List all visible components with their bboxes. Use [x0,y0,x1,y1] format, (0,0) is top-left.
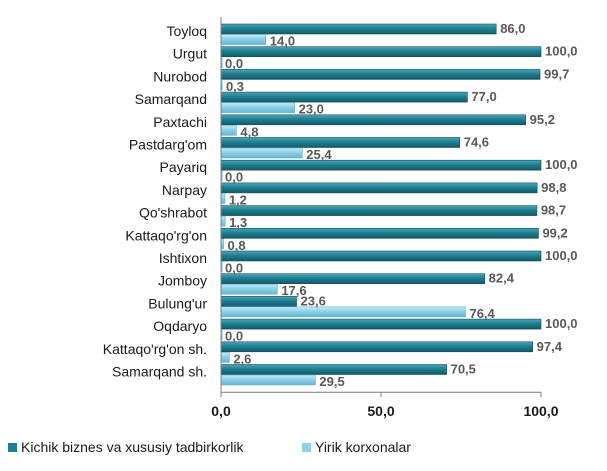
value-label-small-business-ishtixon: 100,0 [545,248,578,263]
legend-swatch-small-business [8,443,17,452]
category-label-nurobod: Nurobod [153,68,207,84]
value-label-small-business-narpay: 98,8 [541,180,566,195]
category-label-pastdarg-om: Pastdarg'om [129,137,207,153]
value-label-large-enterprises-bulung-ur: 76,4 [469,306,495,321]
bar-large-enterprises-jomboy [220,283,278,295]
category-label-paxtachi: Paxtachi [153,114,207,130]
value-label-small-business-paxtachi: 95,2 [530,112,555,127]
category-label-kattaqo-rg-on: Kattaqo'rg'on [125,227,207,243]
value-label-large-enterprises-ishtixon: 0,0 [225,261,243,276]
bar-small-business-paxtachi [220,114,526,126]
bar-small-business-jomboy [220,273,485,285]
category-label-qo-shrabot: Qo'shrabot [139,205,207,221]
bars-group [220,23,542,386]
value-label-large-enterprises-kattaqo-rg-on: 0,8 [228,238,246,253]
bar-large-enterprises-toyloq [220,34,267,45]
value-label-large-enterprises-nurobod: 0,3 [226,79,244,94]
value-label-small-business-kattaqo-rg-on: 99,2 [542,225,567,240]
bar-small-business-payariq [220,159,542,171]
value-label-small-business-samarqand: 77,0 [471,89,496,104]
bar-large-enterprises-samarqand-sh [220,374,316,386]
value-label-small-business-kattaqo-rg-on-sh: 97,4 [537,339,563,354]
value-label-small-business-urgut: 100,0 [545,44,578,59]
category-label-samarqand: Samarqand [135,91,207,107]
value-label-large-enterprises-narpay: 1,2 [229,192,247,207]
category-label-urgut: Urgut [173,46,207,62]
category-label-jomboy: Jomboy [158,273,207,289]
bar-small-business-samarqand [220,91,468,103]
category-label-samarqand-sh: Samarqand sh. [112,364,207,380]
value-label-large-enterprises-payariq: 0,0 [225,170,243,185]
bar-small-business-qo-shrabot [220,205,538,216]
value-label-small-business-nurobod: 99,7 [544,66,569,81]
category-labels: Toyloq Urgut Nurobod Samarqand Paxtachi Pastd… [103,23,208,380]
bar-large-enterprises-narpay [220,193,226,204]
legend-label-large-enterprises: Yirik korxonalar [315,439,411,455]
legend-label-small-business: Kichik biznes va xususiy tadbirkorlik [21,439,245,455]
x-axis-ticks: 0,0 50,0 100,0 [211,392,559,419]
value-label-small-business-jomboy: 82,4 [489,271,515,286]
value-label-small-business-samarqand-sh: 70,5 [451,362,476,377]
value-label-large-enterprises-samarqand: 23,0 [299,102,324,117]
category-label-bulung-ur: Bulung'ur [148,295,207,311]
category-label-payariq: Payariq [160,159,207,175]
value-label-large-enterprises-pastdarg-om: 25,4 [306,147,332,162]
value-label-small-business-toyloq: 86,0 [500,21,525,36]
x-tick-label-2: 100,0 [523,403,558,419]
category-label-kattaqo-rg-on-sh: Kattaqo'rg'on sh. [103,341,207,357]
bar-small-business-narpay [220,182,538,194]
bar-large-enterprises-bulung-ur [220,306,466,318]
bar-large-enterprises-pastdarg-om [220,147,303,159]
value-label-small-business-qo-shrabot: 98,7 [541,203,566,218]
value-label-large-enterprises-samarqand-sh: 29,5 [319,374,344,389]
category-label-oqdaryo: Oqdaryo [153,318,207,334]
value-label-large-enterprises-toyloq: 14,0 [270,34,295,49]
value-label-large-enterprises-jomboy: 17,6 [281,283,306,298]
bar-small-business-kattaqo-rg-on [220,228,539,239]
bar-small-business-kattaqo-rg-on-sh [220,341,533,353]
legend: Kichik biznes va xususiy tadbirkorlik Yi… [8,439,411,455]
category-label-narpay: Narpay [162,182,207,198]
value-label-small-business-pastdarg-om: 74,6 [464,135,489,150]
category-label-ishtixon: Ishtixon [159,250,207,266]
value-label-small-business-bulung-ur: 23,6 [301,293,326,308]
bar-large-enterprises-samarqand [220,102,295,113]
value-label-large-enterprises-kattaqo-rg-on-sh: 2,6 [233,351,251,366]
x-tick-label-1: 50,0 [367,403,394,419]
bar-small-business-toyloq [220,23,497,35]
category-label-toyloq: Toyloq [167,23,207,39]
bar-large-enterprises-paxtachi [220,125,237,136]
value-label-large-enterprises-oqdaryo: 0,0 [225,329,243,344]
bar-large-enterprises-kattaqo-rg-on-sh [220,351,230,363]
bar-large-enterprises-qo-shrabot [220,215,226,227]
value-label-large-enterprises-paxtachi: 4,8 [240,124,258,139]
value-label-small-business-payariq: 100,0 [545,157,578,172]
x-tick-label-0: 0,0 [211,403,231,419]
value-labels: 86,0 14,0 100,0 0,0 99,7 0,3 77,0 23,0 95,2 4,8 74… [225,21,578,389]
bar-small-business-samarqand-sh [220,364,447,375]
value-label-small-business-oqdaryo: 100,0 [545,316,578,331]
bar-small-business-nurobod [220,69,541,80]
value-label-large-enterprises-qo-shrabot: 1,3 [229,215,247,230]
bar-small-business-ishtixon [220,250,542,262]
value-label-large-enterprises-urgut: 0,0 [225,56,243,71]
legend-swatch-large-enterprises [302,443,311,452]
